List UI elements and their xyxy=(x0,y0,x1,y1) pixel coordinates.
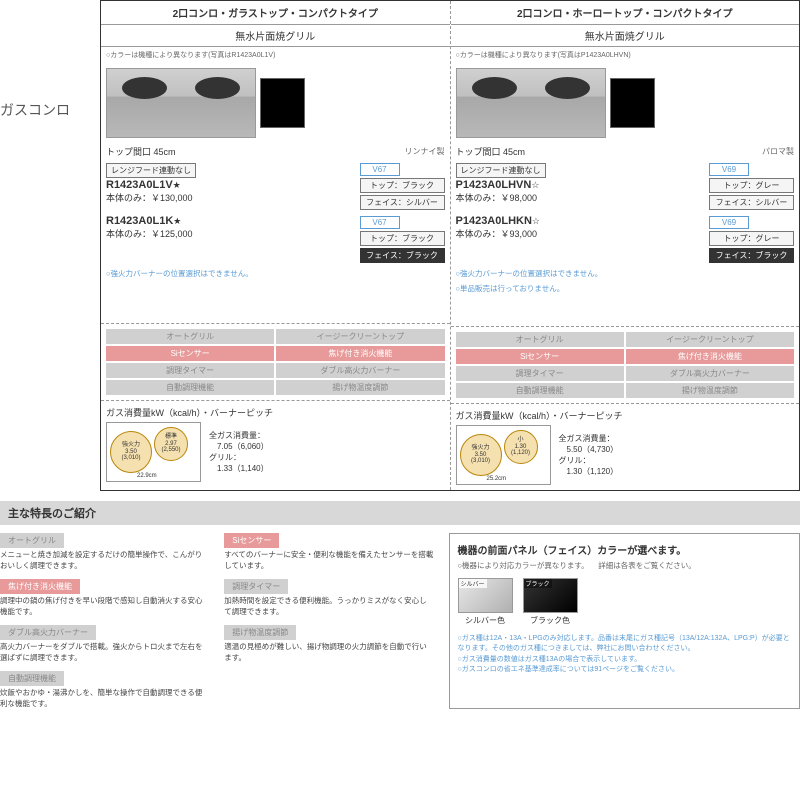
top-width: トップ間口 45cm xyxy=(456,145,526,158)
hood-link-badge: レンジフード連動なし xyxy=(456,163,546,178)
gas-title: ガス消費量kW（kcal/h）・バーナーピッチ xyxy=(456,409,795,422)
stove-photo xyxy=(106,68,256,138)
feature-label: 焦げ付き消火機能 xyxy=(0,579,80,594)
feature-desc: すべてのバーナーに安全・便利な機能を備えたセンサーを搭載しています。 xyxy=(224,550,433,571)
burner-diagram: 強火力3.50(3,010) 標準2.97(2,550) 22.9cm xyxy=(106,422,201,482)
gas-title: ガス消費量kW（kcal/h）・バーナーピッチ xyxy=(106,406,445,419)
stove-photo xyxy=(456,68,606,138)
top-width: トップ間口 45cm xyxy=(106,145,176,158)
color-swatch xyxy=(610,78,655,128)
price: 本体のみ：￥125,000 xyxy=(106,227,193,240)
hood-link-badge: レンジフード連動なし xyxy=(106,163,196,178)
code-badge: V69 xyxy=(709,163,749,176)
feature-label: 揚げ物温度調節 xyxy=(224,625,296,640)
gas-values: 全ガス消費量： 7.05（6,060） グリル： 1.33（1,140） xyxy=(209,430,269,475)
top-color-badge: トップ：ブラック xyxy=(360,178,445,193)
feature-label: 調理タイマー xyxy=(224,579,288,594)
category-label: ガスコンロ xyxy=(0,0,100,491)
panel-note: ○機器により対応カラーが異なります。 詳細は各表をご覧ください。 xyxy=(458,561,791,572)
feature-badge: 焦げ付き消火機能 xyxy=(276,346,444,361)
feature-badge: ダブル高火力バーナー xyxy=(626,366,794,381)
feature-badge: オートグリル xyxy=(456,332,624,347)
code-badge: V67 xyxy=(360,216,400,229)
feature-desc: 調理中の鍋の焦げ付きを早い段階で感知し自動消火する安心機能です。 xyxy=(0,596,209,617)
feature-badge: イージークリーントップ xyxy=(276,329,444,344)
feature-badge: 調理タイマー xyxy=(106,363,274,378)
price: 本体のみ：￥93,000 xyxy=(456,227,541,240)
code-badge: V69 xyxy=(709,216,749,229)
note: ○単品販売は行っておりません。 xyxy=(451,281,800,296)
maker: リンナイ製 xyxy=(405,146,445,157)
note: ○強火力バーナーの位置選択はできません。 xyxy=(101,266,450,281)
panel-title: 機器の前面パネル（フェイス）カラーが選べます。 xyxy=(458,542,791,557)
model-name: P1423A0LHKN xyxy=(456,215,532,227)
burner-diagram: 強火力3.50(3,010) 小1.30(1,120) 25.2cm xyxy=(456,425,551,485)
features-heading: 主な特長のご紹介 xyxy=(0,501,800,525)
face-color-badge: フェイス：ブラック xyxy=(709,248,794,263)
feature-desc: 加熱時間を設定できる便利機能。うっかりミスがなく安心して調理できます。 xyxy=(224,596,433,617)
model-name: R1423A0L1K xyxy=(106,215,173,227)
feature-badge: Siセンサー xyxy=(106,346,274,361)
product-table: 2口コンロ・ガラストップ・コンパクトタイプ 無水片面焼グリル ○カラーは機種によ… xyxy=(100,0,800,491)
feature-label: ダブル高火力バーナー xyxy=(0,625,96,640)
grill-header: 無水片面焼グリル xyxy=(101,25,450,47)
face-color-badge: フェイス：ブラック xyxy=(360,248,445,263)
feature-badge: イージークリーントップ xyxy=(626,332,794,347)
product-image xyxy=(451,63,800,143)
feature-label: Siセンサー xyxy=(224,533,279,548)
note: ○強火力バーナーの位置選択はできません。 xyxy=(451,266,800,281)
feature-desc: メニューと焼き加減を設定するだけの簡単操作で、こんがりおいしく調理できます。 xyxy=(0,550,209,571)
feature-desc: 炊飯やおかゆ・湯沸かしを、簡単な操作で自動調理できる便利な機能です。 xyxy=(0,688,209,709)
product-image xyxy=(101,63,450,143)
feature-desc: 適温の見極めが難しい、揚げ物調理の火力調節を自動で行います。 xyxy=(224,642,433,663)
grill-header: 無水片面焼グリル xyxy=(451,25,800,47)
top-color-badge: トップ：グレー xyxy=(709,178,794,193)
feature-badge: 焦げ付き消火機能 xyxy=(626,349,794,364)
feature-label: オートグリル xyxy=(0,533,64,548)
code-badge: V67 xyxy=(360,163,400,176)
panel-footer: ○ガス種は12A・13A・LPGのみ対応します。品番は末尾にガス種記号（13A/… xyxy=(458,634,791,676)
face-color-badge: フェイス：シルバー xyxy=(360,195,445,210)
feature-badge: オートグリル xyxy=(106,329,274,344)
feature-desc: 高火力バーナーをダブルで搭載。強火からトロ火まで左右を選ばずに調理できます。 xyxy=(0,642,209,663)
face-color-badge: フェイス：シルバー xyxy=(709,195,794,210)
swatch-sub: シルバー色 xyxy=(458,615,513,626)
feature-badge: 自動調理機能 xyxy=(106,380,274,395)
panel-swatch: シルバー xyxy=(458,578,513,613)
features-list: オートグリル メニューと焼き加減を設定するだけの簡単操作で、こんがりおいしく調理… xyxy=(0,533,434,709)
panel-swatch: ブラック xyxy=(523,578,578,613)
feature-label: 自動調理機能 xyxy=(0,671,64,686)
model-name: R1423A0L1V xyxy=(106,179,173,191)
type-header: 2口コンロ・ホーロートップ・コンパクトタイプ xyxy=(451,1,800,25)
price: 本体のみ：￥98,000 xyxy=(456,191,546,204)
swatch-sub: ブラック色 xyxy=(523,615,578,626)
top-color-badge: トップ：ブラック xyxy=(360,231,445,246)
type-header: 2口コンロ・ガラストップ・コンパクトタイプ xyxy=(101,1,450,25)
feature-badge: Siセンサー xyxy=(456,349,624,364)
feature-badge: ダブル高火力バーナー xyxy=(276,363,444,378)
gas-values: 全ガス消費量： 5.50（4,730） グリル： 1.30（1,120） xyxy=(559,433,619,478)
price: 本体のみ：￥130,000 xyxy=(106,191,196,204)
model-name: P1423A0LHVN xyxy=(456,179,532,191)
maker: パロマ製 xyxy=(762,146,794,157)
color-note: ○カラーは機種により異なります(写真はR1423A0L1V) xyxy=(101,47,450,63)
color-swatch xyxy=(260,78,305,128)
feature-badge: 揚げ物温度調節 xyxy=(276,380,444,395)
feature-badge: 調理タイマー xyxy=(456,366,624,381)
top-color-badge: トップ：グレー xyxy=(709,231,794,246)
feature-badge: 自動調理機能 xyxy=(456,383,624,398)
feature-badge: 揚げ物温度調節 xyxy=(626,383,794,398)
panel-color-box: 機器の前面パネル（フェイス）カラーが選べます。 ○機器により対応カラーが異なりま… xyxy=(449,533,800,709)
color-note: ○カラーは機種により異なります(写真はP1423A0LHVN) xyxy=(451,47,800,63)
